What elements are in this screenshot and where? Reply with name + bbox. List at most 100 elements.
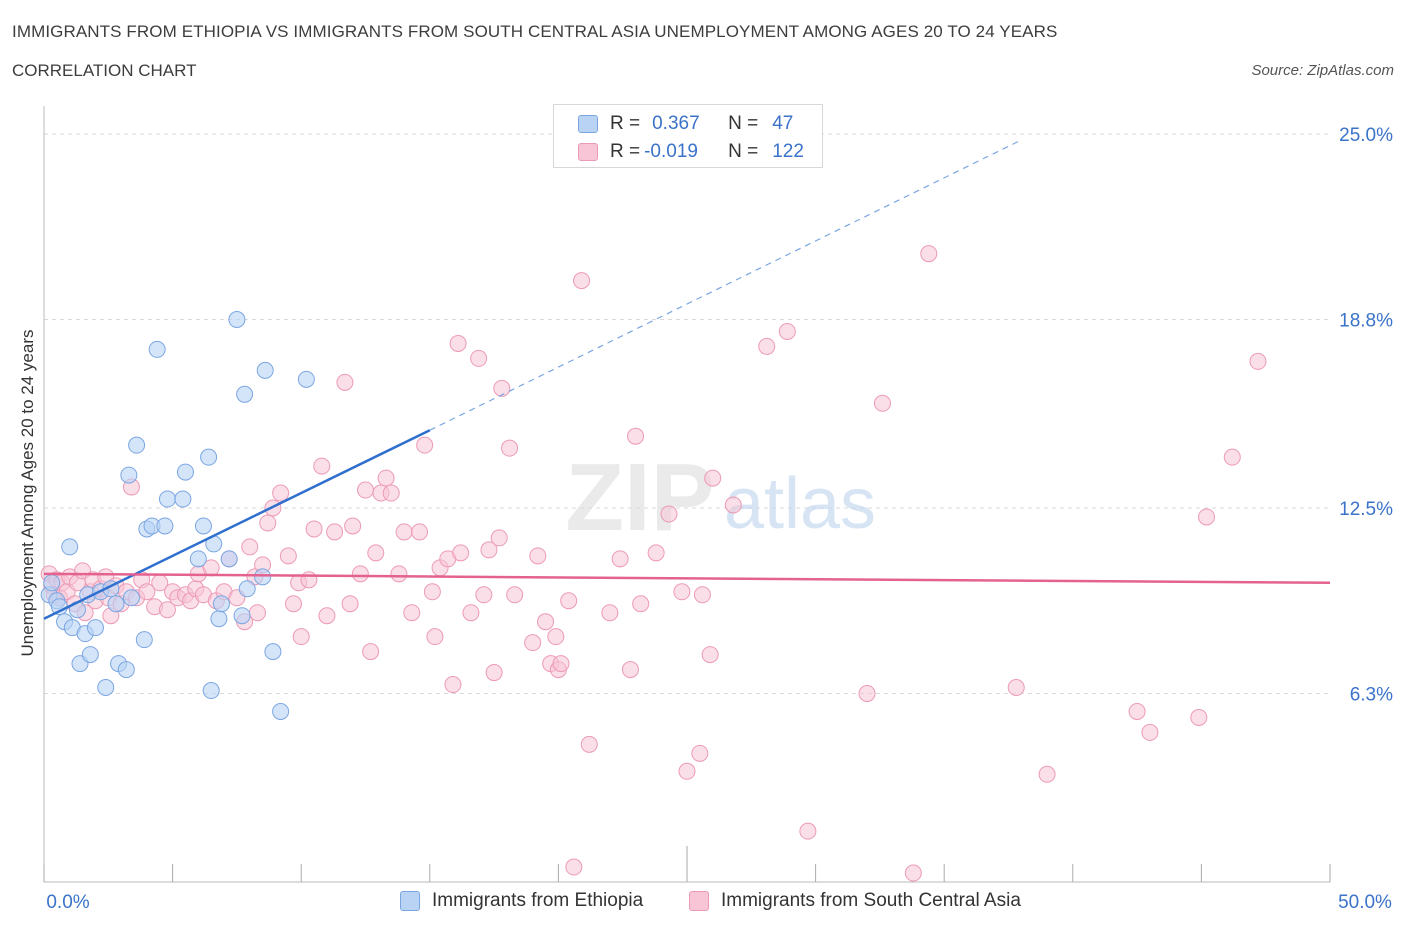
point-south-central-asia (565, 858, 583, 876)
point-south-central-asia (1141, 723, 1159, 741)
point-south-central-asia (493, 379, 511, 397)
point-south-central-asia (573, 272, 591, 290)
watermark-zip: ZIP (565, 444, 714, 551)
point-south-central-asia (485, 664, 503, 682)
point-ethiopia (212, 595, 230, 613)
point-south-central-asia (647, 544, 665, 562)
point-ethiopia (128, 436, 146, 454)
point-south-central-asia (691, 744, 709, 762)
point-south-central-asia (158, 601, 176, 619)
point-ethiopia (238, 580, 256, 598)
point-south-central-asia (660, 505, 678, 523)
point-south-central-asia (904, 864, 922, 882)
point-south-central-asia (621, 661, 639, 679)
point-ethiopia (264, 643, 282, 661)
point-south-central-asia (1198, 508, 1216, 526)
point-south-central-asia (423, 583, 441, 601)
legend-row-ethiopia: R = 0.367 N = 47 (578, 112, 793, 136)
point-south-central-asia (449, 334, 467, 352)
point-south-central-asia (560, 592, 578, 610)
y-tick-label: 12.5% (1339, 499, 1393, 520)
legend-n-label: N = (728, 113, 759, 134)
point-south-central-asia (501, 439, 519, 457)
point-ethiopia (189, 550, 207, 568)
point-south-central-asia (529, 547, 547, 565)
legend-n-value: 122 (772, 141, 804, 162)
point-ethiopia (176, 463, 194, 481)
point-ethiopia (272, 702, 290, 720)
point-ethiopia (256, 361, 274, 379)
point-south-central-asia (524, 634, 542, 652)
point-south-central-asia (547, 628, 565, 646)
legend-n-value: 47 (772, 113, 794, 134)
point-south-central-asia (403, 604, 421, 622)
legend-swatch-blue (578, 115, 598, 133)
point-south-central-asia (362, 643, 380, 661)
point-south-central-asia (292, 628, 310, 646)
point-south-central-asia (1128, 702, 1146, 720)
point-south-central-asia (426, 628, 444, 646)
legend-r-label: R = (610, 141, 641, 162)
point-ethiopia (120, 466, 138, 484)
point-south-central-asia (279, 547, 297, 565)
point-ethiopia (233, 607, 251, 625)
point-south-central-asia (693, 586, 711, 604)
point-ethiopia (174, 490, 192, 508)
point-south-central-asia (627, 427, 645, 445)
legend-r-value: 0.367 (652, 113, 700, 134)
point-south-central-asia (1007, 679, 1025, 697)
point-ethiopia (122, 589, 140, 607)
point-ethiopia (148, 340, 166, 358)
point-south-central-asia (920, 245, 938, 263)
point-south-central-asia (701, 646, 719, 664)
point-south-central-asia (313, 457, 331, 475)
point-ethiopia (220, 550, 238, 568)
watermark: ZIP atlas (565, 444, 876, 551)
point-south-central-asia (704, 469, 722, 487)
point-south-central-asia (444, 676, 462, 694)
bottom-legend-swatch-blue (400, 891, 420, 911)
bottom-legend-south-central-asia: Immigrants from South Central Asia (689, 890, 1021, 912)
y-tick-label: 18.8% (1339, 311, 1393, 332)
point-ethiopia (81, 646, 99, 664)
point-south-central-asia (678, 762, 696, 780)
point-south-central-asia (336, 373, 354, 391)
point-south-central-asia (241, 538, 259, 556)
point-ethiopia (194, 517, 212, 535)
chart-subtitle: CORRELATION CHART (12, 61, 197, 80)
point-south-central-asia (248, 604, 266, 622)
point-south-central-asia (580, 735, 598, 753)
point-south-central-asia (259, 514, 277, 532)
point-south-central-asia (341, 595, 359, 613)
point-south-central-asia (284, 595, 302, 613)
point-south-central-asia (300, 571, 318, 589)
point-south-central-asia (1038, 765, 1056, 783)
chart-title: IMMIGRANTS FROM ETHIOPIA VS IMMIGRANTS F… (12, 22, 1058, 41)
point-south-central-asia (452, 544, 470, 562)
point-south-central-asia (724, 496, 742, 514)
point-south-central-asia (416, 436, 434, 454)
watermark-atlas: atlas (724, 464, 876, 544)
point-ethiopia (210, 610, 228, 628)
point-south-central-asia (272, 484, 290, 502)
source-label: Source: ZipAtlas.com (1251, 62, 1394, 79)
legend-row-south-central-asia: R = -0.019 N = 122 (578, 140, 804, 164)
trend-line-south-central-asia (43, 572, 1331, 585)
x-tick-label-min: 0.0% (46, 892, 89, 913)
point-south-central-asia (778, 322, 796, 340)
point-south-central-asia (395, 523, 413, 541)
y-axis-label: Unemployment Among Ages 20 to 24 years (18, 329, 37, 657)
point-ethiopia (228, 311, 246, 329)
bottom-legend-ethiopia: Immigrants from Ethiopia (400, 890, 643, 912)
point-ethiopia (254, 568, 272, 586)
point-ethiopia (117, 661, 135, 679)
point-ethiopia (97, 679, 115, 697)
legend-n-label: N = (728, 141, 759, 162)
correlation-legend: R = 0.367 N = 47 R = -0.019 N = 122 (553, 104, 823, 168)
point-south-central-asia (318, 607, 336, 625)
point-ethiopia (86, 619, 104, 637)
point-south-central-asia (351, 565, 369, 583)
point-south-central-asia (673, 583, 691, 601)
tick-labels: 6.3% 12.5% 18.8% 25.0% 0.0% 50.0% (46, 125, 1393, 913)
